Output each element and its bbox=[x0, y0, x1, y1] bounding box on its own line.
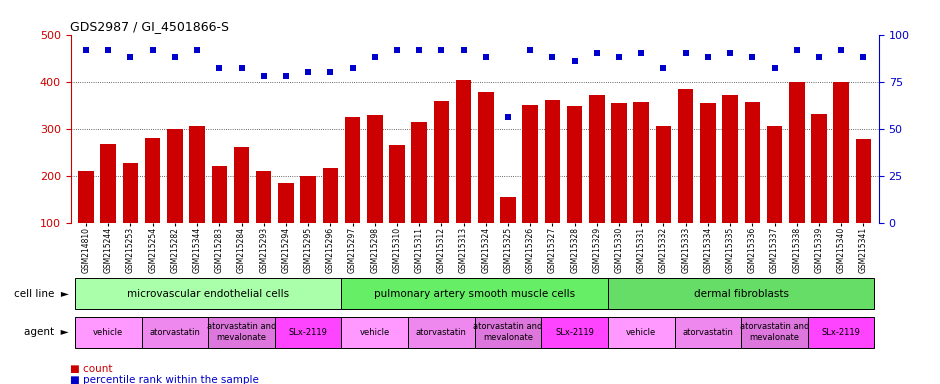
FancyBboxPatch shape bbox=[541, 316, 608, 348]
Text: ■ percentile rank within the sample: ■ percentile rank within the sample bbox=[70, 375, 259, 384]
Bar bbox=[678, 89, 694, 223]
Text: cell line  ►: cell line ► bbox=[14, 289, 69, 299]
Bar bbox=[478, 93, 494, 223]
Bar bbox=[656, 126, 671, 223]
FancyBboxPatch shape bbox=[208, 316, 274, 348]
FancyBboxPatch shape bbox=[341, 316, 408, 348]
Text: atorvastatin: atorvastatin bbox=[149, 328, 200, 337]
Bar bbox=[101, 144, 116, 223]
Text: dermal fibroblasts: dermal fibroblasts bbox=[694, 289, 789, 299]
Bar bbox=[744, 102, 760, 223]
Text: vehicle: vehicle bbox=[360, 328, 390, 337]
Bar bbox=[256, 171, 272, 223]
FancyBboxPatch shape bbox=[408, 316, 475, 348]
Text: vehicle: vehicle bbox=[93, 328, 123, 337]
Text: SLx-2119: SLx-2119 bbox=[289, 328, 327, 337]
Text: atorvastatin and
mevalonate: atorvastatin and mevalonate bbox=[740, 323, 809, 342]
Bar bbox=[700, 103, 715, 223]
Bar bbox=[301, 176, 316, 223]
Text: ■ count: ■ count bbox=[70, 364, 113, 374]
Bar bbox=[589, 95, 604, 223]
Bar bbox=[456, 80, 471, 223]
FancyBboxPatch shape bbox=[142, 316, 208, 348]
Bar bbox=[367, 114, 383, 223]
Text: pulmonary artery smooth muscle cells: pulmonary artery smooth muscle cells bbox=[374, 289, 575, 299]
Bar bbox=[500, 197, 516, 223]
Text: atorvastatin: atorvastatin bbox=[415, 328, 467, 337]
Bar bbox=[634, 102, 649, 223]
FancyBboxPatch shape bbox=[807, 316, 874, 348]
Text: atorvastatin: atorvastatin bbox=[682, 328, 733, 337]
Bar bbox=[523, 105, 538, 223]
Bar bbox=[189, 126, 205, 223]
FancyBboxPatch shape bbox=[75, 316, 142, 348]
Text: GDS2987 / GI_4501866-S: GDS2987 / GI_4501866-S bbox=[70, 20, 229, 33]
Bar bbox=[322, 168, 338, 223]
Bar bbox=[544, 101, 560, 223]
FancyBboxPatch shape bbox=[341, 278, 608, 310]
Text: agent  ►: agent ► bbox=[24, 327, 69, 337]
Text: SLx-2119: SLx-2119 bbox=[822, 328, 861, 337]
Text: atorvastatin and
mevalonate: atorvastatin and mevalonate bbox=[207, 323, 276, 342]
FancyBboxPatch shape bbox=[75, 278, 341, 310]
Bar bbox=[767, 126, 782, 223]
FancyBboxPatch shape bbox=[608, 316, 675, 348]
Bar bbox=[567, 106, 583, 223]
Bar bbox=[834, 82, 849, 223]
Bar bbox=[145, 138, 161, 223]
Bar bbox=[345, 117, 360, 223]
Bar bbox=[412, 122, 427, 223]
Bar bbox=[611, 103, 627, 223]
Text: vehicle: vehicle bbox=[626, 328, 656, 337]
Text: microvascular endothelial cells: microvascular endothelial cells bbox=[127, 289, 290, 299]
FancyBboxPatch shape bbox=[742, 316, 807, 348]
Text: SLx-2119: SLx-2119 bbox=[556, 328, 594, 337]
Bar bbox=[278, 183, 293, 223]
FancyBboxPatch shape bbox=[475, 316, 541, 348]
FancyBboxPatch shape bbox=[608, 278, 874, 310]
Bar bbox=[855, 139, 871, 223]
FancyBboxPatch shape bbox=[675, 316, 742, 348]
Bar bbox=[212, 166, 227, 223]
Bar bbox=[722, 95, 738, 223]
FancyBboxPatch shape bbox=[274, 316, 341, 348]
Bar bbox=[811, 114, 826, 223]
Bar bbox=[167, 129, 182, 223]
Bar bbox=[123, 164, 138, 223]
Bar bbox=[789, 82, 805, 223]
Bar bbox=[389, 145, 405, 223]
Bar bbox=[78, 171, 94, 223]
Bar bbox=[433, 101, 449, 223]
Text: atorvastatin and
mevalonate: atorvastatin and mevalonate bbox=[474, 323, 542, 342]
Bar bbox=[234, 147, 249, 223]
